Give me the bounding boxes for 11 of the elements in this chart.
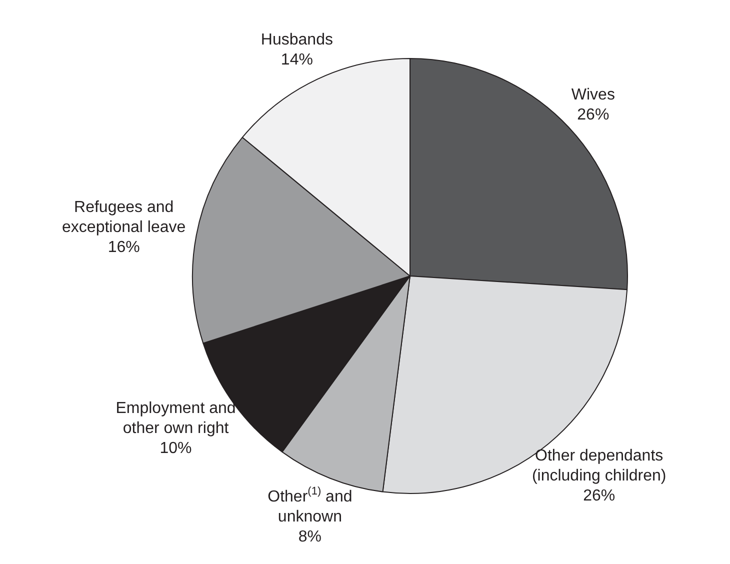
slice-label: Other dependants (including children) [532, 447, 666, 484]
data-label: 10% [160, 440, 192, 457]
slice-label: Employment and other own right [116, 400, 236, 437]
data-label: 26% [577, 106, 610, 124]
data-label: 26% [583, 487, 616, 504]
data-label: 16% [108, 238, 140, 256]
data-label: 8% [298, 528, 322, 546]
slice-label: Husbands [260, 32, 333, 49]
slice-label: Wives [571, 86, 615, 104]
slice-label: Refugees and exceptional leave [62, 198, 186, 236]
data-label: 14% [280, 52, 313, 69]
